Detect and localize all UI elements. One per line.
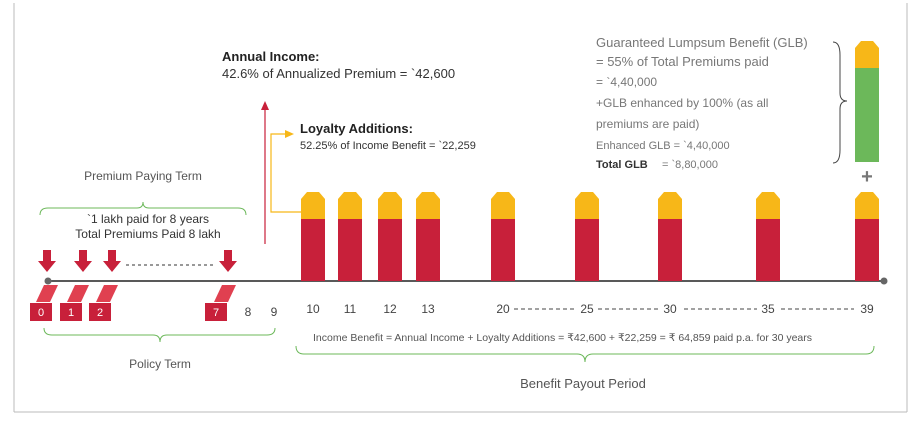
payout-bar-cap (378, 192, 402, 219)
timeline-end-dot (880, 277, 888, 285)
premium-arrow-icon (74, 250, 92, 272)
payout-bar (575, 192, 599, 281)
payout-brace (295, 345, 875, 363)
payout-bar (491, 192, 515, 281)
payout-bar-cap (756, 192, 780, 219)
payout-bar-red (378, 212, 402, 281)
payout-bar-cap (658, 192, 682, 219)
premium-arrow-icon (219, 250, 237, 272)
timeline-start-dot (44, 277, 52, 285)
payout-year-label: 13 (421, 302, 435, 316)
payout-bar-cap (491, 192, 515, 219)
glb-line-4: +GLB enhanced by 100% (as all (596, 96, 768, 110)
payout-year-label: 30 (663, 302, 677, 316)
year-block-7: 7 (205, 285, 236, 321)
year-block-2: 2 (89, 285, 118, 321)
loyalty-arrow-head (285, 130, 294, 138)
annual-income-arrow-head (261, 101, 269, 110)
income-benefit-formula: Income Benefit = Annual Income + Loyalty… (313, 332, 812, 344)
premium-year-label: 7 (213, 307, 219, 319)
payout-year-label: 11 (344, 302, 357, 316)
glb-bar-green (855, 58, 879, 162)
premium-amount-text: `1 lakh paid for 8 years (87, 212, 209, 226)
glb-line-6: Enhanced GLB = `4,40,000 (596, 140, 730, 152)
payout-year-label: 25 (580, 302, 594, 316)
payout-year-labels: 10 11 12 13 20 25 30 35 39 (306, 302, 874, 316)
payout-bar (416, 192, 440, 281)
payout-year-label: 20 (496, 302, 510, 316)
annual-income-detail: 42.6% of Annualized Premium = `42,600 (222, 66, 455, 81)
premium-term-brace (39, 201, 247, 216)
glb-total-label: Total GLB (596, 159, 648, 171)
year-block-1: 1 (60, 285, 89, 321)
payout-bar-red (658, 212, 682, 281)
payout-bar-cap (338, 192, 362, 219)
plus-sign: + (861, 166, 873, 188)
glb-line-5: premiums are paid) (596, 117, 699, 131)
glb-line-1: Guaranteed Lumpsum Benefit (GLB) (596, 35, 808, 50)
glb-line-3: = `4,40,000 (596, 75, 657, 89)
year-label-8: 8 (245, 305, 252, 319)
glb-line-2: = 55% of Total Premiums paid (596, 54, 769, 69)
premium-year-label: 2 (97, 307, 103, 319)
payout-bar (378, 192, 402, 281)
annual-income-title: Annual Income: (222, 49, 320, 64)
premium-arrow-icon (103, 250, 121, 272)
premium-arrows (38, 250, 237, 272)
year-block-0: 0 (30, 285, 58, 321)
policy-term-brace (43, 327, 276, 343)
payout-bar-cap (416, 192, 440, 219)
year-label-9: 9 (271, 305, 278, 319)
payout-bar (338, 192, 362, 281)
payout-year-label: 39 (860, 302, 874, 316)
payout-bar-red (855, 212, 879, 281)
payout-bar (855, 192, 879, 281)
payout-bar-red (338, 212, 362, 281)
glb-total-value: = `8,80,000 (662, 159, 718, 171)
premium-year-label: 1 (68, 307, 74, 319)
payout-year-label: 35 (761, 302, 775, 316)
glb-bar (855, 41, 879, 162)
premium-year-blocks: 0 1 2 7 (30, 285, 236, 321)
payout-bar-red (416, 212, 440, 281)
glb-brace (832, 41, 848, 164)
payout-bar-cap (575, 192, 599, 219)
payout-year-label: 12 (383, 302, 397, 316)
loyalty-title: Loyalty Additions: (300, 121, 413, 136)
glb-bar-top (855, 41, 879, 68)
payout-bar-cap (855, 192, 879, 219)
loyalty-detail: 52.25% of Income Benefit = `22,259 (300, 140, 476, 152)
premium-arrow-icon (38, 250, 56, 272)
premium-total-text: Total Premiums Paid 8 lakh (75, 227, 220, 241)
payout-year-label: 10 (306, 302, 320, 316)
payout-bar-red (301, 212, 325, 281)
payout-bar-cap (301, 192, 325, 219)
benefit-payout-label: Benefit Payout Period (520, 376, 646, 391)
payout-bar-red (756, 212, 780, 281)
payout-bar (756, 192, 780, 281)
premium-year-label: 0 (38, 307, 44, 319)
payout-bar-red (491, 212, 515, 281)
premium-paying-term-label: Premium Paying Term (84, 169, 202, 183)
payout-bar-red (575, 212, 599, 281)
payout-bar (301, 192, 325, 281)
payout-bar (658, 192, 682, 281)
loyalty-arrow-line (270, 133, 301, 213)
policy-term-label: Policy Term (129, 357, 191, 371)
payout-bars (301, 192, 879, 281)
